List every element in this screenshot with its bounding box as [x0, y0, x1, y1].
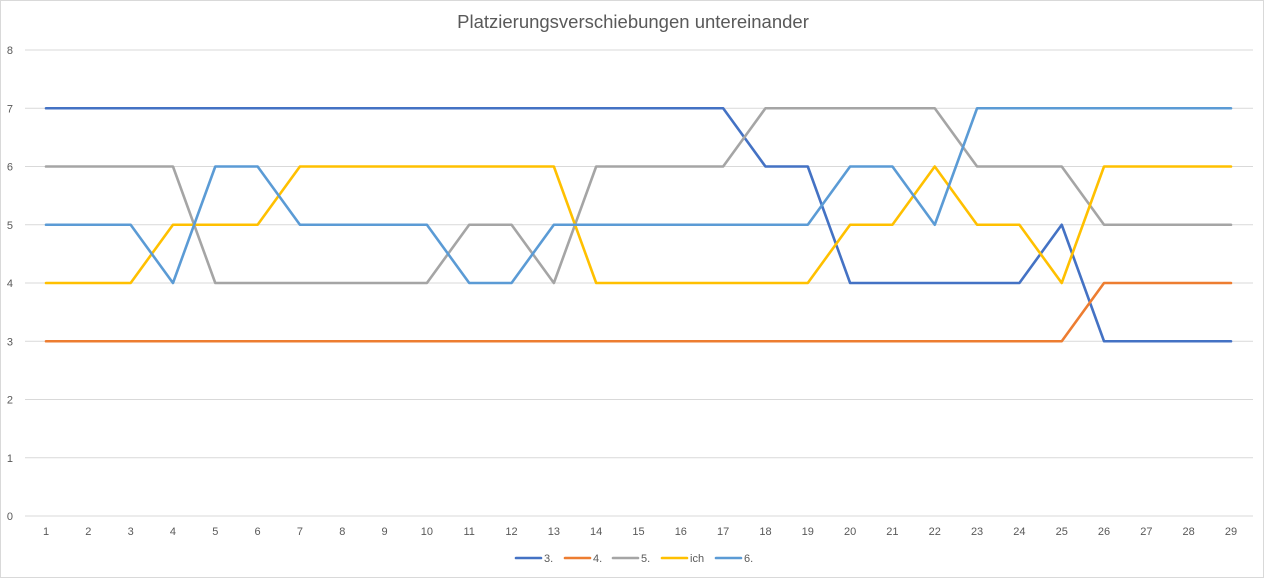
x-tick-label: 11: [464, 526, 475, 538]
x-tick-label: 29: [1225, 526, 1237, 538]
x-tick-label: 16: [675, 526, 687, 538]
x-tick-label: 20: [844, 526, 856, 538]
series-line-4: [44, 165, 1233, 285]
chart-title: Platzierungsverschiebungen untereinander: [457, 11, 809, 32]
x-tick-label: 3: [128, 526, 134, 538]
legend-label: ich: [690, 553, 704, 565]
legend-item: 3.: [514, 553, 553, 565]
x-tick-label: 17: [717, 526, 729, 538]
x-tick-label: 5: [212, 526, 218, 538]
x-tick-label: 22: [929, 526, 941, 538]
x-tick-label: 1: [43, 526, 49, 538]
series-line-1: [44, 106, 1233, 343]
legend-label: 4.: [593, 553, 602, 565]
x-tick-label: 18: [759, 526, 771, 538]
x-tick-label: 6: [255, 526, 261, 538]
x-tick-label: 12: [505, 526, 517, 538]
y-tick-label: 2: [7, 395, 13, 407]
series-lines: [44, 106, 1233, 343]
x-tick-label: 7: [297, 526, 303, 538]
series-line-2: [44, 281, 1233, 343]
x-tick-label: 8: [339, 526, 345, 538]
x-tick-label: 15: [632, 526, 644, 538]
x-tick-label: 28: [1183, 526, 1195, 538]
x-tick-label: 23: [971, 526, 983, 538]
x-tick-label: 19: [802, 526, 814, 538]
y-axis-ticks: 0 1 2 3 4 5 6 7 8: [7, 45, 13, 523]
legend: 3. 4. 5. ich 6.: [514, 553, 753, 565]
series-line-3: [44, 106, 1233, 285]
y-tick-label: 7: [7, 103, 13, 115]
x-tick-label: 24: [1013, 526, 1025, 538]
x-tick-label: 26: [1098, 526, 1110, 538]
y-tick-label: 4: [7, 278, 13, 290]
legend-label: 3.: [544, 553, 553, 565]
legend-item: 6.: [714, 553, 753, 565]
x-tick-label: 9: [382, 526, 388, 538]
legend-label: 6.: [744, 553, 753, 565]
legend-item: 5.: [611, 553, 650, 565]
x-tick-label: 4: [170, 526, 176, 538]
legend-label: 5.: [641, 553, 650, 565]
x-tick-label: 27: [1140, 526, 1152, 538]
y-tick-label: 0: [7, 511, 13, 523]
y-tick-label: 6: [7, 162, 13, 174]
legend-item: ich: [660, 553, 704, 565]
x-tick-label: 25: [1056, 526, 1068, 538]
x-tick-label: 21: [886, 526, 898, 538]
legend-item: 4.: [563, 553, 602, 565]
x-tick-label: 10: [421, 526, 433, 538]
y-tick-label: 8: [7, 45, 13, 57]
x-tick-label: 14: [590, 526, 602, 538]
y-tick-label: 5: [7, 220, 13, 232]
y-tick-label: 3: [7, 336, 13, 348]
x-axis-ticks: 1 2 3 4 5 6 7 8 9 10 11 12 13 14 15 16 17 18 19 20 21 22 23 24 2…: [43, 526, 1237, 538]
x-tick-label: 13: [548, 526, 560, 538]
series-line-5: [44, 106, 1233, 285]
x-tick-label: 2: [85, 526, 91, 538]
y-tick-label: 1: [7, 453, 13, 465]
